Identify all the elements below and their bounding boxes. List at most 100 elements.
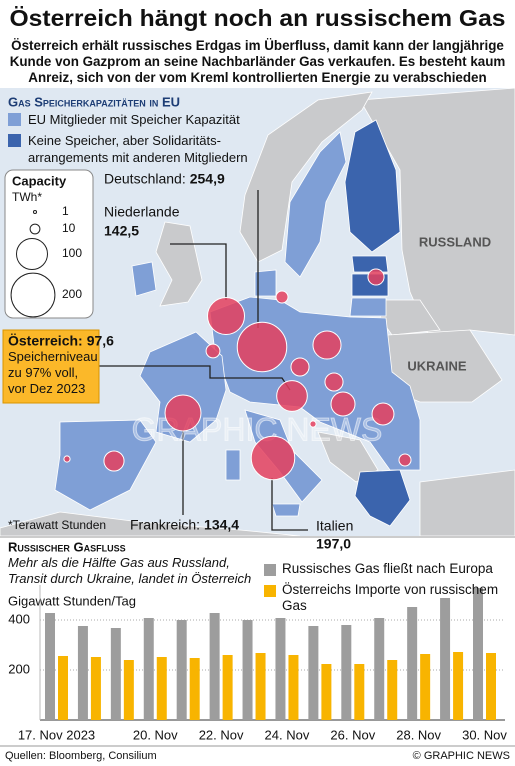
bar bbox=[440, 598, 451, 720]
bubble bbox=[367, 268, 385, 286]
bar-subtitle: Mehr als die Hälfte Gas aus Russland, Tr… bbox=[8, 555, 252, 586]
bar bbox=[242, 620, 253, 720]
bar bbox=[77, 626, 88, 720]
x-tick-label: 22. Nov bbox=[199, 727, 244, 742]
size-legend-label: 1 bbox=[62, 204, 69, 218]
legend-swatch bbox=[264, 564, 276, 576]
size-legend-label: 10 bbox=[62, 221, 76, 235]
bar bbox=[90, 657, 101, 720]
x-tick-label: 26. Nov bbox=[330, 727, 375, 742]
norway bbox=[239, 91, 373, 263]
bar bbox=[321, 664, 332, 720]
y-axis-label: Gigawatt Stunden/Tag bbox=[8, 593, 136, 608]
legend-swatch bbox=[264, 585, 276, 597]
sweden bbox=[284, 131, 347, 278]
source: Quellen: Bloomberg, Consilium bbox=[5, 750, 157, 762]
bar bbox=[255, 653, 266, 720]
bubble bbox=[250, 435, 296, 481]
x-tick-label: 20. Nov bbox=[133, 727, 178, 742]
sicily bbox=[271, 503, 301, 517]
bar bbox=[45, 613, 55, 720]
size-legend-label: 200 bbox=[62, 287, 82, 301]
map-title: Gas Speicherkapazitäten in EU bbox=[8, 94, 180, 109]
bar bbox=[354, 664, 365, 720]
subtitle: Österreich erhält russisches Erdgas im Ü… bbox=[9, 38, 506, 85]
bar-title: Russischer Gasfluss bbox=[8, 539, 126, 554]
country-label: RUSSLAND bbox=[419, 234, 491, 249]
bar bbox=[176, 620, 187, 720]
bar bbox=[189, 658, 200, 720]
bubble bbox=[164, 394, 202, 432]
bubble-name: Niederlande bbox=[104, 204, 180, 220]
bar bbox=[387, 660, 398, 720]
legend-label: Russisches Gas fließt nach Europa bbox=[282, 561, 493, 576]
size-legend-circle bbox=[10, 272, 56, 318]
x-tick-label: 28. Nov bbox=[396, 727, 441, 742]
callout-box bbox=[2, 329, 100, 404]
size-legend-circle bbox=[32, 209, 38, 215]
bubble bbox=[398, 453, 412, 467]
sardinia bbox=[225, 449, 241, 481]
greece bbox=[354, 469, 411, 527]
bubble-name: Frankreich: bbox=[130, 517, 200, 533]
lithuania bbox=[349, 297, 387, 317]
bubble bbox=[103, 450, 125, 472]
estonia bbox=[351, 255, 389, 273]
bar bbox=[407, 607, 418, 720]
bar bbox=[156, 657, 167, 720]
bar bbox=[420, 654, 431, 720]
bar bbox=[341, 625, 352, 720]
bar bbox=[308, 626, 319, 720]
bubble bbox=[324, 372, 344, 392]
bar bbox=[209, 613, 220, 720]
x-tick-label: 30. Nov bbox=[462, 727, 507, 742]
finland bbox=[344, 119, 401, 253]
bubble bbox=[275, 290, 289, 304]
bubble bbox=[63, 455, 71, 463]
connector bbox=[271, 478, 308, 531]
size-legend-label: 100 bbox=[62, 246, 82, 260]
bar bbox=[110, 628, 121, 720]
footnote: *Terawatt Stunden bbox=[8, 518, 106, 532]
y-tick-label: 400 bbox=[8, 611, 30, 626]
bar bbox=[374, 618, 385, 720]
size-legend-circle bbox=[16, 238, 48, 270]
bubble bbox=[205, 343, 221, 359]
bubble-name: Österreich: bbox=[8, 333, 83, 349]
connector bbox=[170, 243, 227, 300]
bar bbox=[288, 655, 299, 720]
x-tick-label: 17. Nov 2023 bbox=[18, 727, 95, 742]
bar bbox=[123, 660, 134, 720]
callout-note: Speicherniveau zu 97% voll, vor Dez 2023 bbox=[8, 349, 98, 396]
bubble bbox=[276, 380, 308, 412]
country-label: UKRAINE bbox=[407, 358, 467, 373]
legend-swatch bbox=[8, 134, 21, 147]
bubble bbox=[236, 321, 288, 373]
bubble bbox=[330, 391, 356, 417]
bubble bbox=[206, 296, 246, 336]
bubble bbox=[371, 402, 395, 426]
bar bbox=[453, 652, 464, 720]
bubble-value: 197,0 bbox=[316, 536, 351, 552]
y-tick-label: 200 bbox=[8, 661, 30, 676]
size-legend-circle bbox=[29, 223, 41, 235]
x-tick-label: 24. Nov bbox=[265, 727, 310, 742]
bubble-name: Deutschland: bbox=[104, 171, 186, 187]
north-africa bbox=[0, 511, 301, 537]
legend-label: EU Mitglieder mit Speicher Kapazität bbox=[28, 112, 240, 127]
bar bbox=[143, 618, 154, 720]
bubble bbox=[312, 330, 342, 360]
bubble-name: Italien bbox=[316, 518, 353, 534]
bubble-value: 254,9 bbox=[190, 171, 225, 187]
turkey bbox=[419, 469, 515, 537]
size-legend-title: Capacity bbox=[12, 173, 67, 188]
bubble-value: 142,5 bbox=[104, 223, 139, 239]
ireland bbox=[131, 261, 157, 297]
bar bbox=[486, 653, 496, 720]
bubble bbox=[309, 420, 317, 428]
bar bbox=[275, 618, 286, 720]
bar bbox=[58, 656, 68, 720]
france bbox=[139, 331, 227, 443]
